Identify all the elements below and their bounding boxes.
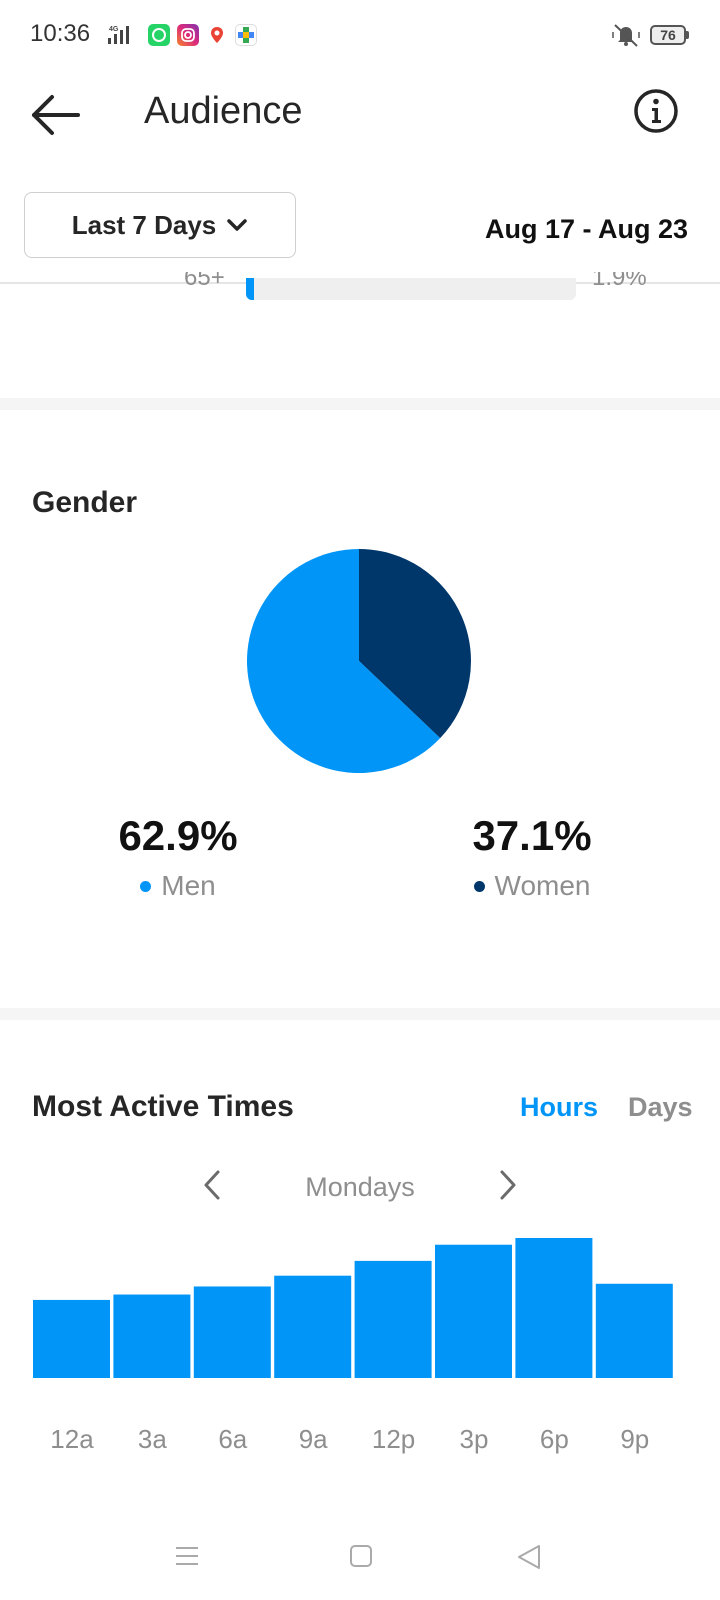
- men-label: Men: [161, 870, 216, 901]
- bar-label-3p: 3p: [459, 1424, 489, 1454]
- women-label: Women: [494, 870, 591, 901]
- instagram-icon: [177, 24, 199, 46]
- age-row-percent: 1.9%: [592, 272, 647, 291]
- network-type: 4G: [109, 26, 119, 33]
- bar-3p: [435, 1244, 512, 1378]
- date-range-text: Aug 17 - Aug 23: [484, 214, 688, 244]
- bar-label-12p: 12p: [371, 1424, 416, 1454]
- men-legend-dot: [140, 880, 152, 892]
- chevron-left-icon[interactable]: [200, 1168, 224, 1202]
- battery-tip: [686, 31, 689, 39]
- chevron-down-icon: [227, 219, 248, 231]
- games-icon: [235, 24, 257, 46]
- bar-3a: [113, 1294, 191, 1378]
- bar-label-6a: 6a: [218, 1424, 248, 1454]
- vibrate-bell-icon: [612, 24, 640, 47]
- men-legend: Men: [58, 870, 298, 902]
- page-title: Audience: [144, 90, 303, 132]
- tab-days[interactable]: Days: [628, 1092, 693, 1122]
- bar-label-6p: 6p: [539, 1424, 569, 1454]
- back-triangle-icon[interactable]: [516, 1543, 542, 1571]
- women-legend-dot: [473, 880, 485, 892]
- section-divider: [0, 1008, 720, 1020]
- maps-icon: [206, 24, 228, 46]
- active-times-bar-chart: [33, 1238, 673, 1378]
- bar-9a: [274, 1275, 352, 1378]
- age-row-label: 65+: [184, 272, 225, 291]
- date-range-dropdown[interactable]: Last 7 Days: [24, 192, 296, 258]
- bar-label-9a: 9a: [298, 1424, 328, 1454]
- pie-slice-men: [246, 549, 441, 773]
- bar-6p: [515, 1238, 593, 1378]
- whatsapp-icon: [148, 24, 170, 46]
- tab-hours[interactable]: Hours: [520, 1092, 599, 1122]
- bar-label-3a: 3a: [137, 1424, 167, 1454]
- status-time: 10:36: [30, 20, 91, 47]
- signal-icon: 4G: [108, 26, 129, 44]
- date-range-label: Last 7 Days: [71, 209, 217, 240]
- section-divider: [0, 398, 720, 410]
- gender-section-title: Gender: [32, 486, 138, 519]
- battery-indicator: 76: [650, 25, 686, 45]
- home-square-icon[interactable]: [348, 1543, 374, 1569]
- age-row-bar-fill: [246, 278, 254, 300]
- bar-6a: [193, 1286, 271, 1378]
- age-row-bar-track: [246, 278, 576, 300]
- back-arrow-icon[interactable]: [30, 90, 82, 140]
- info-icon[interactable]: [632, 87, 680, 135]
- bar-9p: [595, 1283, 673, 1378]
- bar-label-12a: 12a: [50, 1424, 94, 1454]
- bar-12p: [354, 1260, 432, 1378]
- pie-slice-women: [359, 549, 471, 739]
- men-percent: 62.9%: [118, 812, 238, 859]
- selected-day: Mondays: [305, 1172, 415, 1202]
- bar-12a: [33, 1299, 110, 1378]
- most-active-title: Most Active Times: [32, 1090, 294, 1123]
- women-legend: Women: [412, 870, 652, 902]
- bar-label-9p: 9p: [620, 1424, 650, 1454]
- women-percent: 37.1%: [472, 812, 592, 859]
- chevron-right-icon[interactable]: [496, 1168, 520, 1202]
- gender-pie-chart: [246, 549, 471, 773]
- menu-icon[interactable]: [174, 1543, 200, 1569]
